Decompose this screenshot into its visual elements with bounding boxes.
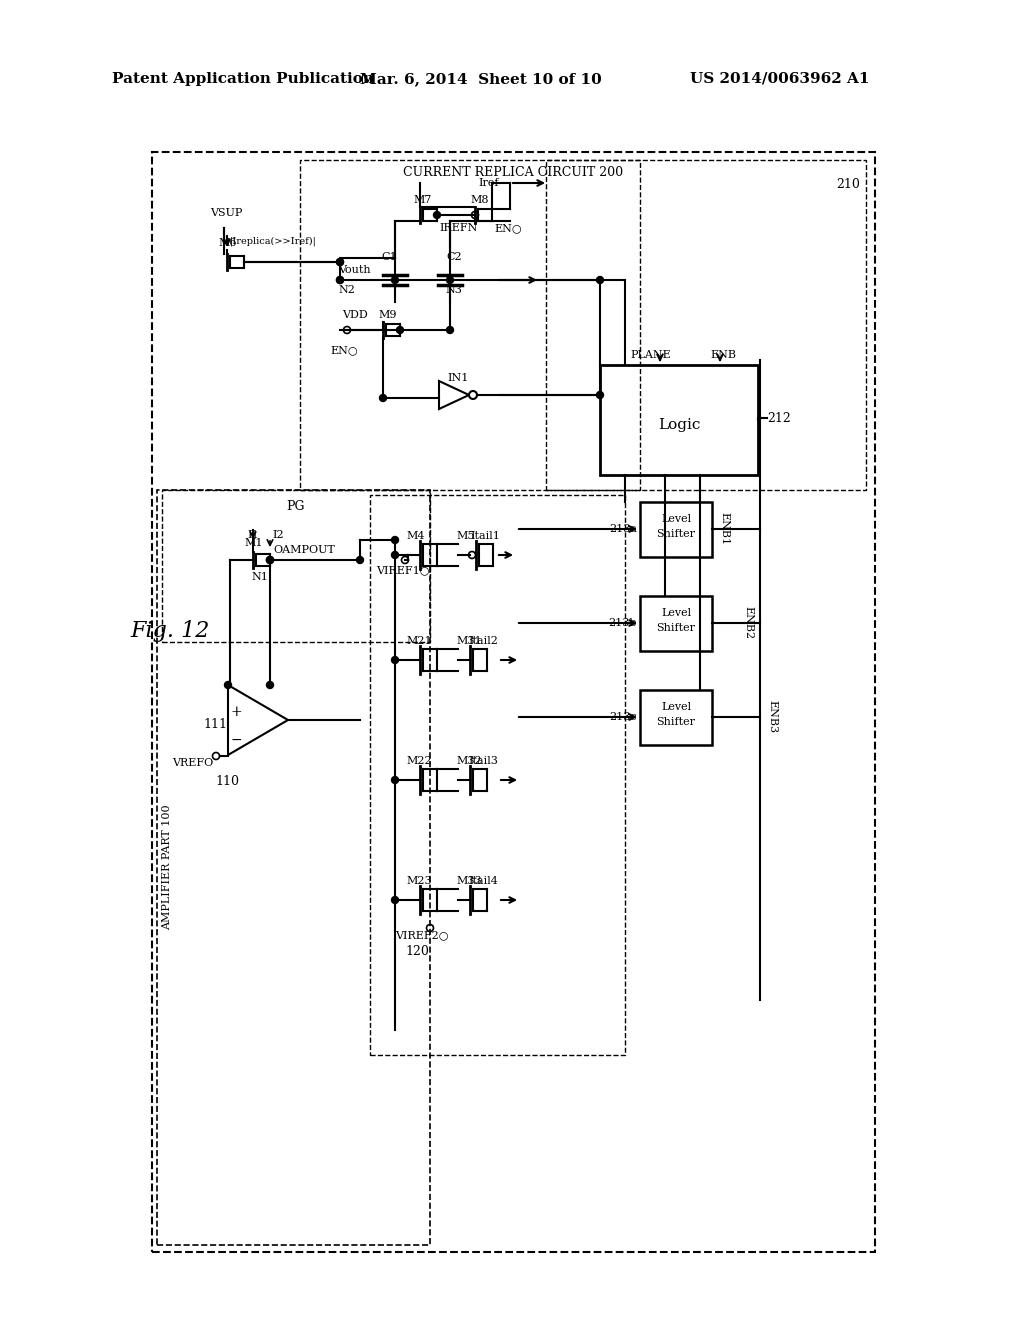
Text: Shifter: Shifter xyxy=(656,623,695,634)
Text: Patent Application Publication: Patent Application Publication xyxy=(112,73,374,86)
Text: 213c: 213c xyxy=(609,711,637,722)
Text: VDD: VDD xyxy=(342,310,368,319)
Bar xyxy=(640,690,712,744)
Circle shape xyxy=(337,259,343,265)
Text: Itail3: Itail3 xyxy=(468,756,498,766)
Text: |Ireplica(>>Iref)|: |Ireplica(>>Iref)| xyxy=(230,236,316,246)
Text: ENB: ENB xyxy=(710,350,736,360)
Text: C1: C1 xyxy=(381,252,396,261)
Text: EN○: EN○ xyxy=(494,223,521,234)
Text: 212: 212 xyxy=(767,412,791,425)
Bar xyxy=(152,152,874,1251)
Text: M33: M33 xyxy=(456,876,481,886)
Text: M21: M21 xyxy=(406,636,432,645)
Text: 210: 210 xyxy=(837,178,860,191)
Text: ENB2: ENB2 xyxy=(743,606,753,640)
Text: 110: 110 xyxy=(215,775,239,788)
Text: PLANE: PLANE xyxy=(630,350,671,360)
Text: I2: I2 xyxy=(272,531,284,540)
Text: Itail4: Itail4 xyxy=(468,876,498,886)
Circle shape xyxy=(224,681,231,689)
Text: US 2014/0063962 A1: US 2014/0063962 A1 xyxy=(690,73,869,86)
Text: N3: N3 xyxy=(445,285,462,294)
Circle shape xyxy=(266,681,273,689)
Bar xyxy=(600,366,758,475)
Bar xyxy=(370,495,625,1055)
Text: VREFO: VREFO xyxy=(172,758,213,768)
Text: 213a: 213a xyxy=(609,524,637,535)
Text: Level: Level xyxy=(660,513,691,524)
Text: VSUP: VSUP xyxy=(210,209,243,218)
Circle shape xyxy=(433,211,440,219)
Bar xyxy=(640,502,712,557)
Text: EN○: EN○ xyxy=(330,345,357,355)
Circle shape xyxy=(391,776,398,784)
Text: Vouth: Vouth xyxy=(338,265,371,275)
Text: 213b: 213b xyxy=(608,618,637,628)
Circle shape xyxy=(380,395,386,401)
Bar xyxy=(546,160,866,490)
Bar xyxy=(162,490,430,642)
Text: Shifter: Shifter xyxy=(656,717,695,727)
Bar xyxy=(640,597,712,651)
Circle shape xyxy=(391,276,398,284)
Circle shape xyxy=(391,656,398,664)
Text: Mar. 6, 2014  Sheet 10 of 10: Mar. 6, 2014 Sheet 10 of 10 xyxy=(360,73,602,86)
Text: ENB3: ENB3 xyxy=(767,701,777,734)
Circle shape xyxy=(391,536,398,544)
Text: Level: Level xyxy=(660,609,691,618)
Text: +: + xyxy=(230,705,242,719)
Text: Level: Level xyxy=(660,702,691,711)
Text: M5: M5 xyxy=(456,531,474,541)
Text: N1: N1 xyxy=(251,572,268,582)
Circle shape xyxy=(266,557,273,564)
Circle shape xyxy=(391,552,398,558)
Circle shape xyxy=(597,276,603,284)
Text: PG: PG xyxy=(287,500,305,513)
Text: 120: 120 xyxy=(406,945,429,958)
Text: Itail2: Itail2 xyxy=(468,636,498,645)
Text: M6: M6 xyxy=(218,238,237,248)
Circle shape xyxy=(597,392,603,399)
Bar xyxy=(157,490,430,1245)
Text: I1: I1 xyxy=(247,531,259,540)
Text: Iref: Iref xyxy=(478,178,499,187)
Text: M4: M4 xyxy=(406,531,425,541)
Text: N2: N2 xyxy=(338,285,355,294)
Text: M22: M22 xyxy=(406,756,432,766)
Text: M7: M7 xyxy=(413,195,431,205)
Text: Logic: Logic xyxy=(657,418,700,432)
Circle shape xyxy=(446,276,454,284)
Text: ENB1: ENB1 xyxy=(719,512,729,545)
Text: M23: M23 xyxy=(406,876,432,886)
Text: M1: M1 xyxy=(244,539,262,548)
Text: OAMPOUT: OAMPOUT xyxy=(273,545,335,554)
Text: M31: M31 xyxy=(456,636,481,645)
Circle shape xyxy=(446,326,454,334)
Text: Itail1: Itail1 xyxy=(470,531,500,541)
Circle shape xyxy=(337,276,343,284)
Text: −: − xyxy=(230,733,242,747)
Circle shape xyxy=(356,557,364,564)
Text: VIREF2○: VIREF2○ xyxy=(395,931,449,940)
Bar xyxy=(300,160,640,490)
Text: Shifter: Shifter xyxy=(656,529,695,539)
Text: IN1: IN1 xyxy=(447,374,468,383)
Text: CURRENT REPLICA CIRCUIT 200: CURRENT REPLICA CIRCUIT 200 xyxy=(402,166,623,180)
Circle shape xyxy=(337,259,343,265)
Circle shape xyxy=(396,326,403,334)
Text: C2: C2 xyxy=(446,252,462,261)
Text: VIREF1○: VIREF1○ xyxy=(376,565,429,576)
Text: M9: M9 xyxy=(378,310,396,319)
Text: Fig. 12: Fig. 12 xyxy=(130,620,209,642)
Text: M8: M8 xyxy=(470,195,488,205)
Text: AMPLIFIER PART 100: AMPLIFIER PART 100 xyxy=(162,804,172,929)
Circle shape xyxy=(337,276,343,284)
Text: 111: 111 xyxy=(203,718,227,731)
Text: M32: M32 xyxy=(456,756,481,766)
Text: IREFN: IREFN xyxy=(439,223,477,234)
Circle shape xyxy=(391,896,398,903)
